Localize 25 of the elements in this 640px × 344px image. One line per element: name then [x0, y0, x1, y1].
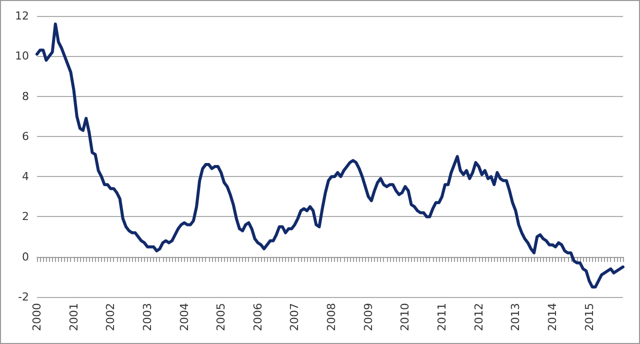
y-tick-label: -2 [18, 290, 29, 304]
x-tick-label: 2010 [398, 303, 412, 331]
y-tick-label: 0 [22, 250, 29, 264]
x-tick-label: 2001 [67, 303, 80, 331]
x-tick-label: 2004 [178, 303, 191, 331]
x-tick-label: 2000 [30, 303, 44, 331]
x-tick-label: 2011 [435, 303, 448, 331]
y-tick-label: 8 [22, 90, 29, 103]
x-tick-label: 2003 [140, 303, 154, 331]
x-tick-label: 2006 [251, 303, 264, 331]
x-tick-label: 2005 [214, 303, 228, 331]
x-tick-label: 2015 [582, 303, 596, 331]
y-tick-label: 6 [22, 130, 29, 143]
x-tick-label: 2009 [362, 303, 375, 331]
x-tick-label: 2012 [472, 303, 486, 331]
y-tick-label: 10 [15, 50, 29, 63]
x-tick-label: 2014 [546, 303, 559, 331]
y-tick-label: 4 [22, 170, 29, 184]
x-tick-label: 2007 [288, 303, 302, 331]
x-tick-label: 2008 [325, 303, 338, 331]
line-series [36, 22, 624, 288]
y-tick-label: 2 [22, 210, 29, 224]
x-tick-label: 2013 [509, 303, 522, 331]
y-tick-label: 12 [15, 10, 29, 22]
x-tick-label: 2002 [104, 303, 118, 331]
